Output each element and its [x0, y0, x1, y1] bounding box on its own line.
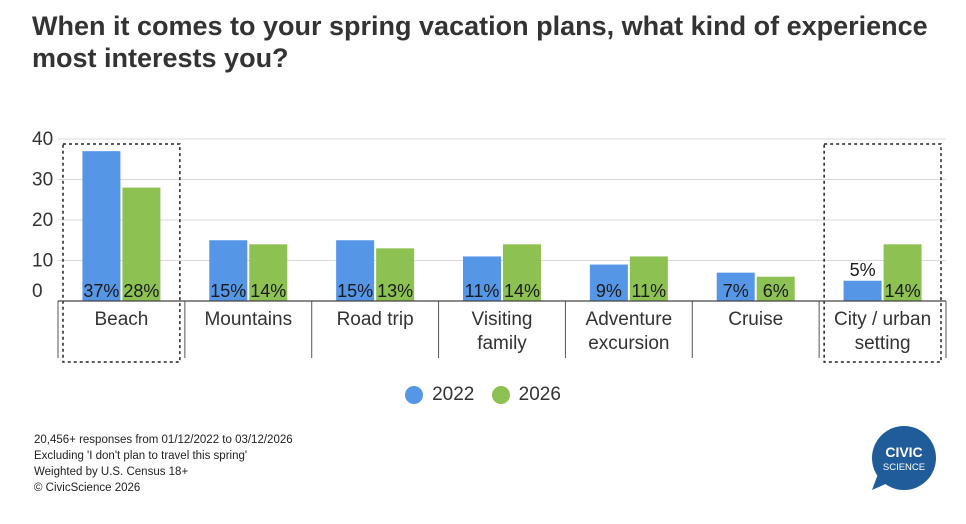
chart-title-line-2: most interests you?	[32, 43, 289, 73]
data-label-2026-3: 14%	[504, 281, 540, 301]
highlight-box-0	[62, 143, 181, 363]
y-tick-label-10: 10	[32, 251, 53, 272]
legend-label-2022: 2022	[432, 384, 475, 405]
footer-weighting: Weighted by U.S. Census 18+	[34, 466, 189, 478]
bar-2026-4	[629, 256, 668, 301]
bar-2022-4	[589, 264, 628, 301]
data-label-2022-4: 9%	[596, 281, 622, 301]
data-label-2026-0: 28%	[123, 281, 159, 301]
logo-text-science: SCIENCE	[883, 462, 925, 473]
x-tick-label-3-0: Visiting	[472, 309, 533, 330]
data-label-2026-5: 6%	[763, 281, 789, 301]
bar-2022-0	[82, 151, 121, 301]
data-label-2022-1: 15%	[210, 281, 246, 301]
y-tick-label-20: 20	[32, 210, 53, 231]
data-label-2026-6: 14%	[885, 281, 921, 301]
bar-2026-6	[883, 244, 922, 301]
x-tick-label-4-1: excursion	[588, 333, 669, 354]
data-label-2022-5: 7%	[723, 281, 749, 301]
chart-title: When it comes to your spring vacation pl…	[32, 10, 952, 74]
legend-swatch-2026	[491, 386, 510, 404]
legend-swatch-2022	[405, 386, 424, 404]
x-tick-label-2-0: Road trip	[337, 309, 414, 330]
chart-title-line-1: When it comes to your spring vacation pl…	[32, 11, 928, 41]
y-tick-label-0: 0	[32, 281, 43, 302]
x-tick-label-6-0: City / urban	[834, 309, 931, 330]
logo-text-civic: CIVIC	[885, 444, 922, 460]
data-label-2022-0: 37%	[83, 281, 119, 301]
footer-responses: 20,456+ responses from 01/12/2022 to 03/…	[34, 434, 293, 446]
y-tick-label-30: 30	[32, 170, 53, 191]
bar-2026-1	[249, 244, 288, 301]
bar-2026-3	[503, 244, 541, 301]
legend: 2022 2026	[0, 384, 966, 410]
x-tick-label-0-0: Beach	[94, 309, 148, 330]
x-tick-label-1-0: Mountains	[204, 309, 292, 330]
footer-notes: 20,456+ responses from 01/12/2022 to 03/…	[34, 432, 293, 496]
x-tick-label-3-1: family	[477, 333, 527, 354]
civicscience-logo: CIVIC SCIENCE	[872, 426, 936, 490]
x-tick-label-6-1: setting	[855, 333, 911, 354]
bar-2026-5	[756, 276, 795, 301]
data-label-2022-3: 11%	[465, 281, 500, 301]
bar-2022-2	[336, 240, 375, 301]
legend-item-2022: 2022	[405, 384, 474, 406]
data-label-2022-6: 5%	[850, 260, 876, 280]
data-label-2026-1: 14%	[250, 281, 286, 301]
data-label-2026-4: 11%	[632, 281, 667, 301]
legend-item-2026: 2026	[491, 384, 561, 406]
bar-2022-6	[843, 280, 882, 301]
footer-copyright: © CivicScience 2026	[34, 482, 141, 494]
bar-2026-2	[376, 248, 415, 301]
y-tick-label-40: 40	[32, 129, 53, 150]
highlight-box-6	[823, 143, 942, 363]
footer-exclusion: Excluding 'I don't plan to travel this s…	[34, 450, 248, 462]
data-label-2022-2: 15%	[337, 281, 373, 301]
legend-label-2026: 2026	[518, 384, 561, 405]
bar-2026-0	[122, 187, 161, 301]
x-tick-label-4-0: Adventure	[586, 309, 673, 330]
bar-2022-3	[463, 256, 501, 301]
x-tick-label-5-0: Cruise	[728, 309, 783, 330]
bar-2022-1	[209, 240, 248, 301]
bar-2022-5	[716, 272, 755, 301]
data-label-2026-2: 13%	[377, 281, 413, 301]
